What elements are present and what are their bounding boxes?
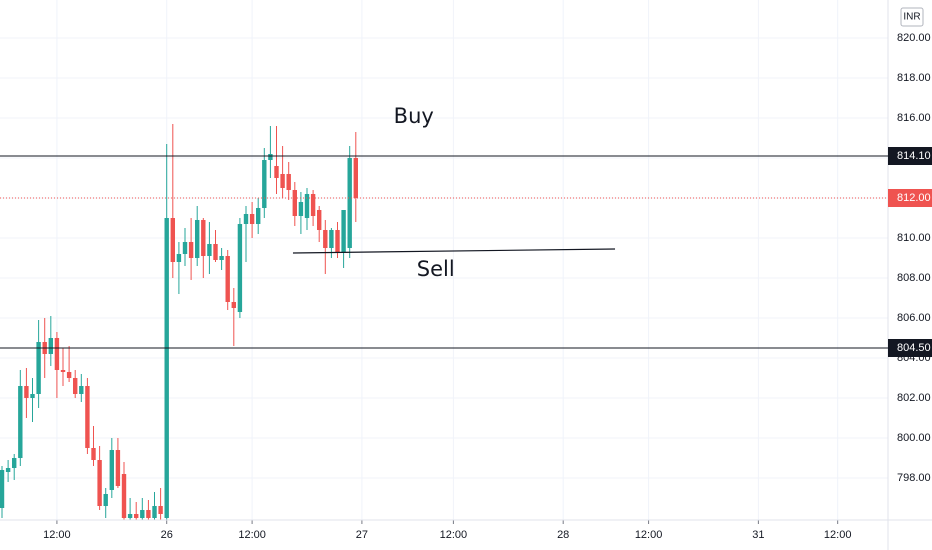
candle-body bbox=[280, 174, 285, 188]
candle-body bbox=[256, 208, 261, 224]
candle-body bbox=[164, 218, 169, 518]
candle-body bbox=[219, 256, 224, 260]
candle-body bbox=[347, 158, 352, 248]
candle-body bbox=[60, 370, 66, 372]
candle-body bbox=[48, 338, 54, 354]
plot-area bbox=[0, 0, 888, 520]
candle-body bbox=[341, 210, 346, 252]
price-label-box bbox=[888, 339, 932, 357]
candle-body bbox=[195, 220, 200, 258]
annotation: Sell bbox=[417, 257, 455, 281]
x-tick-label: 12:00 bbox=[440, 529, 468, 541]
price-label: 804.50 bbox=[897, 342, 931, 354]
candle-body bbox=[292, 190, 298, 216]
x-tick-label: 12:00 bbox=[43, 529, 71, 541]
candle-body bbox=[323, 230, 328, 248]
candle-body bbox=[329, 230, 334, 248]
candle-body bbox=[249, 214, 255, 224]
candle-body bbox=[310, 194, 316, 216]
currency-label: INR bbox=[903, 12, 920, 23]
candle-body bbox=[170, 218, 176, 262]
candle-body bbox=[103, 494, 108, 506]
candle-body bbox=[182, 242, 188, 254]
y-tick-label: 820.00 bbox=[897, 32, 931, 44]
candle-body bbox=[24, 386, 29, 398]
candle-body bbox=[5, 468, 11, 472]
candle-body bbox=[91, 448, 96, 460]
price-label: 812.00 bbox=[897, 192, 931, 204]
candle-body bbox=[79, 386, 84, 394]
y-tick-label: 806.00 bbox=[897, 312, 931, 324]
currency-box bbox=[900, 7, 924, 27]
candle-body bbox=[213, 244, 218, 260]
candle-body bbox=[0, 470, 5, 508]
price-label: 814.10 bbox=[897, 150, 931, 162]
candle-body bbox=[304, 194, 310, 218]
candle-body bbox=[262, 160, 267, 208]
candle-body bbox=[146, 510, 151, 518]
candle-body bbox=[121, 474, 127, 518]
candle-body bbox=[237, 224, 243, 312]
x-tick-label: 12:00 bbox=[238, 529, 266, 541]
y-tick-label: 808.00 bbox=[897, 272, 931, 284]
x-tick-label: 27 bbox=[356, 529, 368, 541]
candle-body bbox=[85, 386, 90, 448]
candle-body bbox=[274, 166, 279, 178]
y-tick-label: 800.00 bbox=[897, 432, 931, 444]
x-tick-label: 12:00 bbox=[635, 529, 663, 541]
x-tick-label: 31 bbox=[752, 529, 764, 541]
candle-body bbox=[18, 386, 23, 458]
candle-body bbox=[127, 514, 133, 518]
candle-body bbox=[66, 372, 72, 378]
x-tick-label: 26 bbox=[161, 529, 173, 541]
candle-body bbox=[268, 154, 273, 160]
x-tick-label: 28 bbox=[557, 529, 569, 541]
candle-body bbox=[115, 450, 121, 486]
candle-body bbox=[54, 338, 60, 370]
candle-body bbox=[316, 210, 322, 230]
price-label-box bbox=[888, 147, 932, 165]
candle-body bbox=[353, 158, 358, 198]
candle-body bbox=[97, 460, 102, 506]
x-tick-label: 12:00 bbox=[824, 529, 852, 541]
candle-body bbox=[243, 214, 249, 224]
candle-body bbox=[36, 342, 41, 394]
y-tick-label: 816.00 bbox=[897, 112, 931, 124]
candle-body bbox=[109, 450, 115, 490]
candle-body bbox=[298, 202, 304, 216]
candle-body bbox=[158, 506, 163, 514]
price-label-box bbox=[888, 189, 932, 207]
candle-body bbox=[134, 514, 139, 518]
candle-body bbox=[140, 510, 145, 518]
y-tick-label: 802.00 bbox=[897, 392, 931, 404]
candle-body bbox=[286, 174, 291, 190]
candle-body bbox=[225, 256, 230, 302]
y-tick-label: 810.00 bbox=[897, 232, 931, 244]
candle-body bbox=[188, 242, 194, 258]
candle-body bbox=[152, 506, 157, 518]
annotation: Buy bbox=[394, 104, 434, 128]
candle-body bbox=[201, 220, 206, 256]
candle-body bbox=[73, 378, 78, 394]
y-tick-label: 818.00 bbox=[897, 72, 931, 84]
candle-body bbox=[335, 230, 340, 252]
trend-line bbox=[292, 248, 616, 254]
candle-body bbox=[30, 394, 35, 398]
candle-body bbox=[12, 458, 17, 468]
candle-body bbox=[176, 254, 182, 262]
y-tick-label: 798.00 bbox=[897, 472, 931, 484]
candle-body bbox=[231, 302, 237, 308]
candle-body bbox=[207, 244, 212, 256]
